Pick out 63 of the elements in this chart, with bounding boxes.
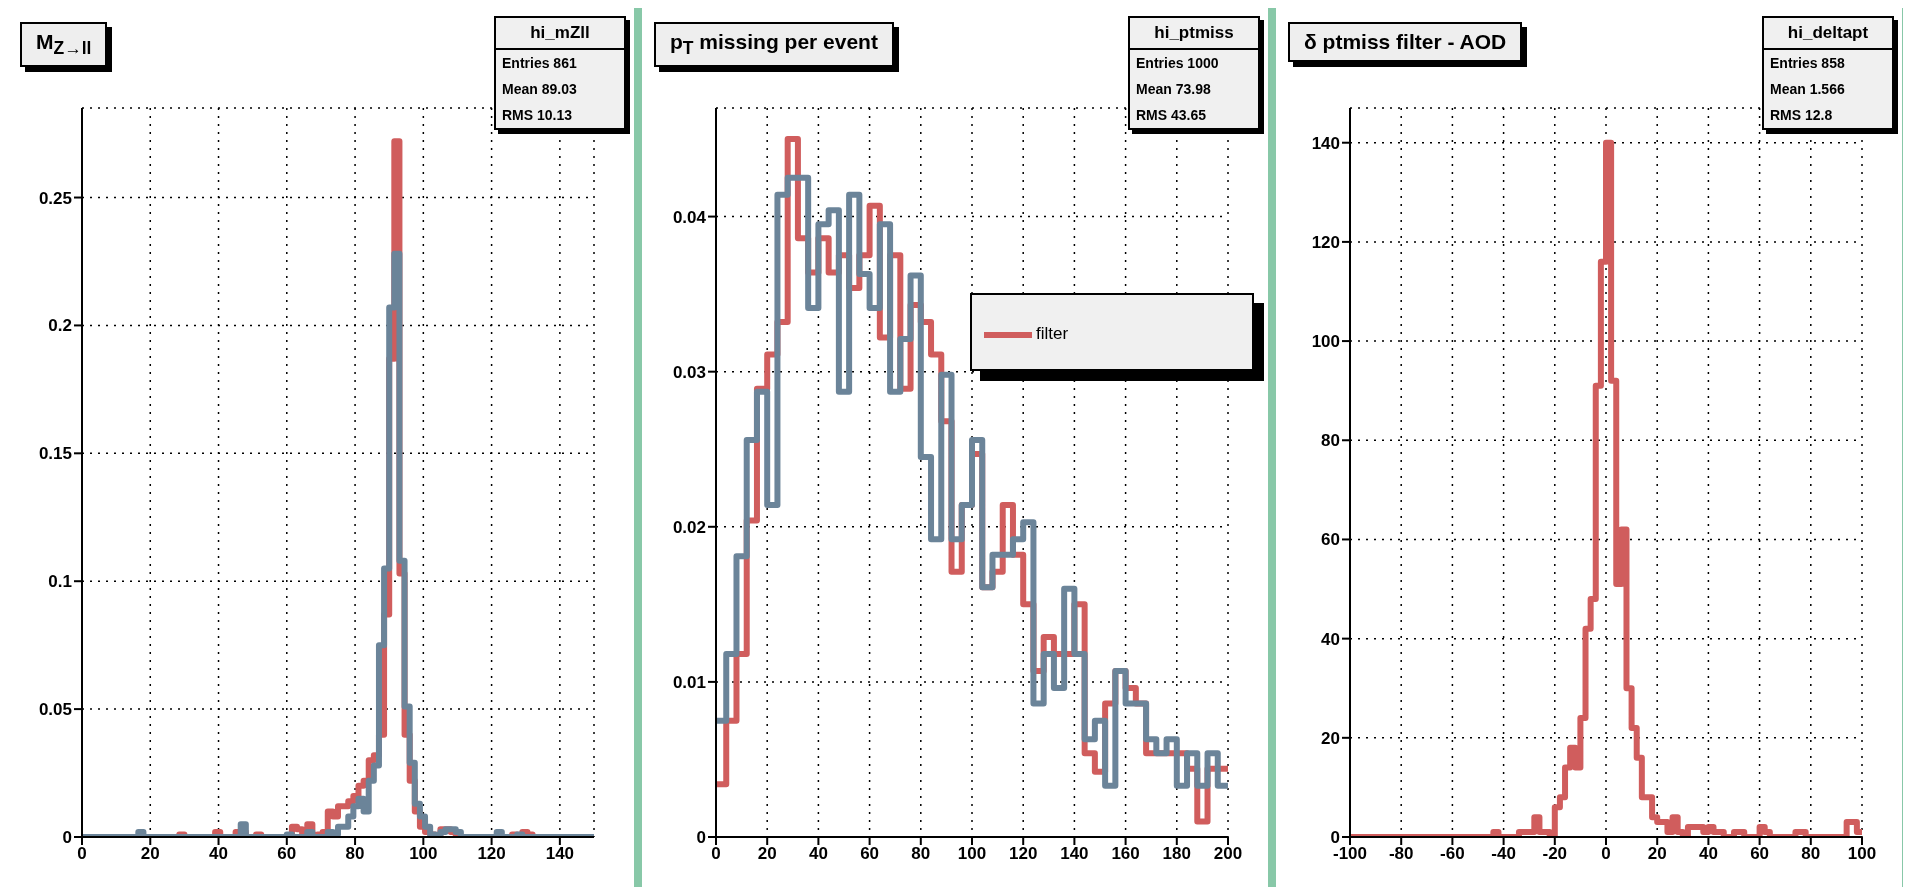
x-tick-label: 40 [1698,844,1718,864]
x-tick-label: 80 [345,844,365,864]
chart-title: p$_{T}$ missing per event [654,22,894,68]
annotation: RMS 10.13 [501,106,574,125]
x-tick-label: 100 [1847,844,1877,864]
text: Mean 73.98 [1135,80,1212,99]
x-tick-label: 140 [1060,844,1089,864]
y-tick-label: 40 [1321,629,1340,649]
x-tick-label: -60 [1440,844,1465,864]
x-tick-label: 20 [1647,844,1667,864]
y-tick-label: 0.05 [38,700,72,720]
text: hi_deltapt [1764,18,1892,50]
y-tick-label: 100 [1311,332,1340,352]
y-tick-label: 0.25 [38,188,72,208]
x-tick-label: 160 [1111,844,1140,864]
y-tick-label: 0.15 [38,444,72,464]
chart-title: δ ptmiss filter - AOD [1288,22,1523,62]
annotation: RMS 12.8 [1769,106,1834,125]
x-tick-label: 20 [757,844,777,864]
legend-label: filter [1036,324,1069,344]
x-tick-label: 120 [1009,844,1038,864]
x-tick-label: -20 [1542,844,1568,864]
y-tick-label: 0 [62,828,72,848]
y-tick-label: 120 [1311,232,1340,252]
x-tick-label: 100 [409,844,438,864]
y-tick-label: 20 [1321,728,1340,748]
text: Entries 1000 [1135,54,1220,73]
y-tick-label: 0.02 [672,517,706,537]
x-tick-label: 140 [545,844,575,864]
y-tick-label: 0.01 [672,672,706,692]
x-tick-label: 60 [277,844,297,864]
text: Entries 858 [1769,54,1846,73]
x-tick-label: -40 [1491,844,1516,864]
y-tick-label: 60 [1321,530,1340,550]
x-tick-label: -80 [1388,844,1414,864]
text: Mean 1.566 [1769,80,1846,99]
x-tick-label: 40 [209,844,228,864]
chart-title: M$_{Z→ll}$ [20,22,108,68]
x-tick-label: 120 [477,844,506,864]
x-tick-label: 20 [140,844,160,864]
y-tick-label: 80 [1321,431,1340,451]
text: hi_ptmiss [1130,18,1258,50]
x-tick-label: 0 [77,844,87,864]
text: Mean 89.03 [501,80,578,99]
y-tick-label: 0.2 [48,316,72,336]
y-tick-label: 0.1 [48,572,72,592]
x-tick-label: 180 [1162,844,1191,864]
x-tick-label: 40 [808,844,828,864]
x-tick-label: 100 [957,844,987,864]
x-tick-label: 60 [1750,844,1770,864]
y-tick-label: 0.03 [672,362,706,382]
x-tick-label: 80 [1801,844,1821,864]
y-tick-label: 0.04 [672,207,707,227]
x-tick-label: 200 [1213,844,1243,864]
x-tick-label: 0 [711,844,721,864]
x-tick-label: 60 [860,844,880,864]
y-tick-label: 140 [1311,133,1340,153]
text: hi_mZll [496,18,624,50]
x-tick-label: 0 [1601,844,1611,864]
x-tick-label: 80 [911,844,931,864]
y-tick-label: 0 [696,828,706,848]
annotation: RMS 43.65 [1135,106,1208,125]
text: Entries 861 [501,54,578,73]
